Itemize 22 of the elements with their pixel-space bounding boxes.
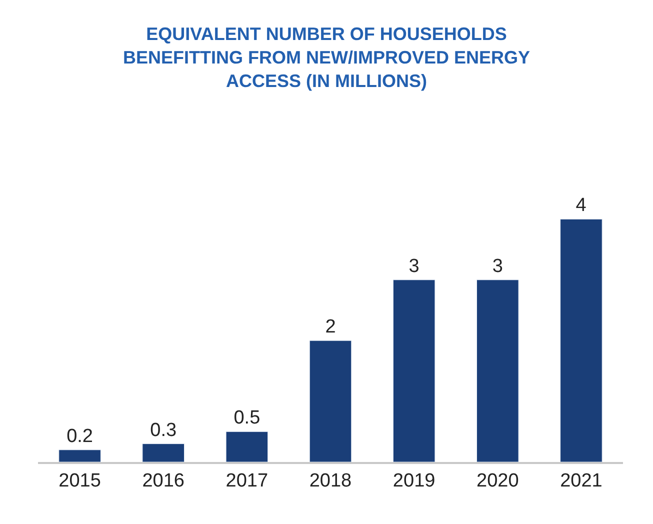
data-label: 2 xyxy=(325,316,336,338)
bar xyxy=(58,450,101,462)
x-tick-label: 2015 xyxy=(58,470,101,492)
bar xyxy=(142,444,184,462)
bar xyxy=(560,218,602,462)
data-label: 0.2 xyxy=(66,426,93,447)
x-tick-label: 2019 xyxy=(392,470,436,492)
data-label: 3 xyxy=(408,256,420,277)
bar xyxy=(476,280,519,462)
data-label: 0.3 xyxy=(150,420,177,441)
x-tick-label: 2017 xyxy=(226,470,268,492)
bar xyxy=(226,431,268,462)
bar xyxy=(392,280,436,462)
x-tick-label: 2016 xyxy=(142,470,184,492)
x-tick-label: 2020 xyxy=(476,470,519,492)
data-label: 4 xyxy=(576,195,587,216)
data-label: 0.5 xyxy=(234,408,260,429)
x-tick-label: 2018 xyxy=(309,470,352,492)
bar xyxy=(309,340,352,462)
x-tick-label: 2021 xyxy=(560,470,602,492)
chart-title: EQUIVALENT NUMBER OF HOUSEHOLDS BENEFITTING FROM NEW/IMPROVED ENERGY ACCESS (IN MILLIONS) xyxy=(122,24,530,91)
data-label: 3 xyxy=(492,256,503,277)
